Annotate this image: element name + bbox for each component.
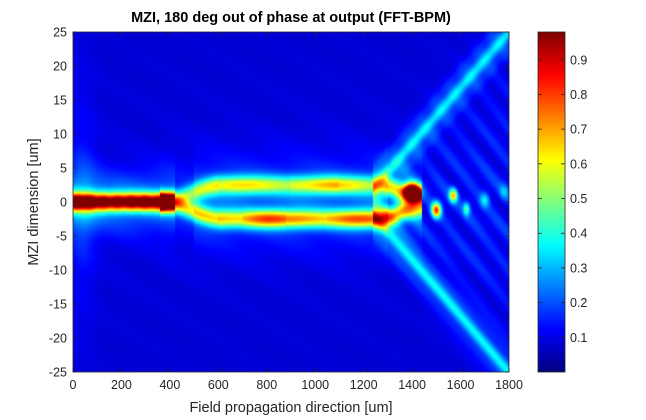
x-tick-label: 1000 (301, 378, 329, 392)
y-tick-label: 0 (60, 196, 67, 210)
colorbar-tick-label: 0.8 (570, 88, 587, 102)
colorbar-tick-label: 0.9 (570, 53, 587, 67)
colorbar (538, 32, 565, 372)
colorbar-tick-label: 0.1 (570, 331, 587, 345)
y-axis-label: MZI dimension [um] (26, 138, 42, 265)
y-tick-label: -10 (49, 264, 67, 278)
x-tick-label: 1600 (447, 378, 475, 392)
colorbar-tick-label: 0.7 (570, 123, 587, 137)
colorbar-tick-label: 0.2 (570, 296, 587, 310)
x-axis: 0 200 400 600 800 1000 1200 1400 1600 1800 (70, 32, 523, 392)
colorbar-frame (537, 31, 566, 373)
chart-title: MZI, 180 deg out of phase at output (FFT… (131, 10, 451, 26)
heatmap-canvas (73, 32, 509, 372)
x-tick-label: 800 (256, 378, 277, 392)
x-tick-label: 600 (208, 378, 229, 392)
y-tick-label: -5 (56, 230, 67, 244)
colorbar-canvas (538, 32, 565, 372)
y-tick-label: 20 (53, 60, 67, 74)
y-tick-label: -15 (49, 298, 67, 312)
colorbar-tick-label: 0.6 (570, 157, 587, 171)
x-tick-label: 1800 (495, 378, 523, 392)
x-tick-label: 400 (159, 378, 180, 392)
y-tick-label: -25 (49, 366, 67, 380)
x-tick-label: 1200 (350, 378, 378, 392)
x-axis-label: Field propagation direction [um] (189, 400, 392, 416)
y-tick-label: 10 (53, 128, 67, 142)
x-tick-label: 200 (111, 378, 132, 392)
y-tick-label: 25 (53, 26, 67, 40)
x-tick-label: 1400 (398, 378, 426, 392)
y-tick-label: -20 (49, 332, 67, 346)
y-tick-label: 5 (60, 162, 67, 176)
colorbar-axis: 0.1 0.2 0.3 0.4 0.5 0.6 0.7 0.8 0.9 (538, 53, 587, 345)
y-tick-label: 15 (53, 94, 67, 108)
plot-area (73, 32, 509, 372)
y-axis: 25 20 15 10 5 0 -5 -10 -15 -20 -25 (49, 26, 509, 380)
colorbar-tick-label: 0.5 (570, 192, 587, 206)
colorbar-tick-label: 0.3 (570, 261, 587, 275)
x-tick-label: 0 (70, 378, 77, 392)
colorbar-tick-label: 0.4 (570, 227, 587, 241)
